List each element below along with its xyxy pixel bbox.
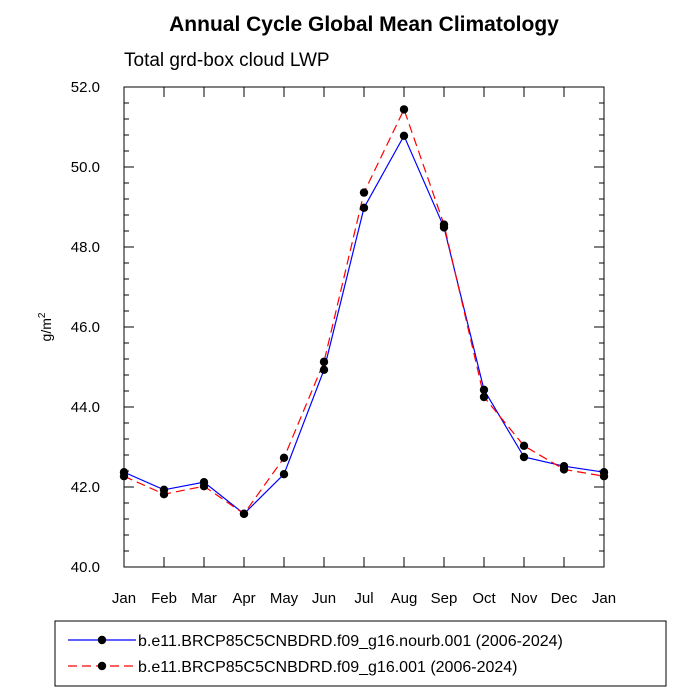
y-tick-label: 48.0	[71, 239, 100, 256]
chart-subtitle: Total grd-box cloud LWP	[124, 50, 330, 71]
axes: Jan Feb Mar Apr May Jun Jul Aug Sep Oct Nov Dec Jan 4…	[71, 79, 616, 607]
series-2-point	[559, 465, 569, 474]
legend: b.e11.BRCP85C5CNBDRD.f09_g16.nourb.001 (…	[68, 633, 563, 676]
series-1-point	[519, 452, 529, 462]
x-tick-label: Mar	[191, 590, 217, 607]
series-line-2	[123, 107, 605, 515]
x-tick-label: Feb	[151, 590, 177, 607]
series-2-point	[519, 441, 529, 450]
series-2-point	[279, 453, 289, 462]
x-tick-label: Jan	[592, 590, 616, 607]
y-tick-label: 52.0	[71, 79, 100, 96]
x-tick-label: Aug	[391, 590, 418, 607]
legend-label-1: b.e11.BRCP85C5CNBDRD.f09_g16.nourb.001 (…	[138, 633, 563, 650]
series-2-point	[479, 392, 489, 402]
chart-title: Annual Cycle Global Mean Climatology	[169, 13, 559, 36]
legend-label-2: b.e11.BRCP85C5CNBDRD.f09_g16.001 (2006-2…	[138, 659, 517, 676]
series-2-point	[199, 482, 209, 491]
x-tick-label: Jan	[112, 590, 136, 607]
series-2-point	[599, 472, 609, 481]
x-tick-label: Apr	[232, 590, 255, 607]
series-1-point	[319, 365, 329, 374]
y-tick-label: 50.0	[71, 159, 100, 176]
x-tick-label: Dec	[551, 590, 578, 607]
legend-marker-1	[97, 635, 107, 645]
plot-frame	[123, 86, 605, 568]
x-tick-label: Sep	[431, 590, 458, 607]
series-1-point	[279, 470, 289, 479]
series-1-point	[399, 131, 409, 140]
series-2-point	[439, 220, 449, 229]
series-2-point	[239, 509, 249, 518]
y-tick-label: 42.0	[71, 479, 100, 496]
y-tick-label: 40.0	[71, 559, 100, 576]
series-1-point	[359, 203, 369, 212]
series-2-point	[359, 188, 369, 197]
x-tick-label: Jun	[312, 590, 336, 607]
legend-box	[54, 620, 667, 687]
series-2-point	[159, 490, 169, 499]
y-axis-label-main: g/m	[38, 318, 54, 341]
series-1-point	[479, 385, 489, 394]
y-axis-label-superscript: 2	[37, 312, 48, 318]
series-2-point	[399, 105, 409, 114]
x-tick-label: Oct	[472, 590, 496, 607]
series-layer	[119, 105, 609, 518]
legend-marker-2	[97, 661, 107, 671]
y-tick-label: 44.0	[71, 399, 100, 416]
y-tick-label: 46.0	[71, 319, 100, 336]
series-2-point	[119, 472, 129, 481]
x-tick-label: Nov	[511, 590, 538, 607]
x-tick-label: Jul	[354, 590, 373, 607]
y-axis-label: g/m2	[37, 312, 54, 341]
x-tick-label: May	[270, 590, 299, 607]
series-2-point	[319, 357, 329, 366]
